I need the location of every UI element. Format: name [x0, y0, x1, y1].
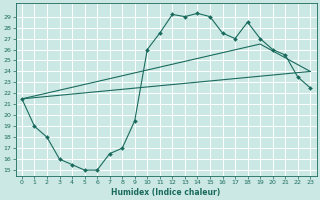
X-axis label: Humidex (Indice chaleur): Humidex (Indice chaleur) [111, 188, 221, 197]
